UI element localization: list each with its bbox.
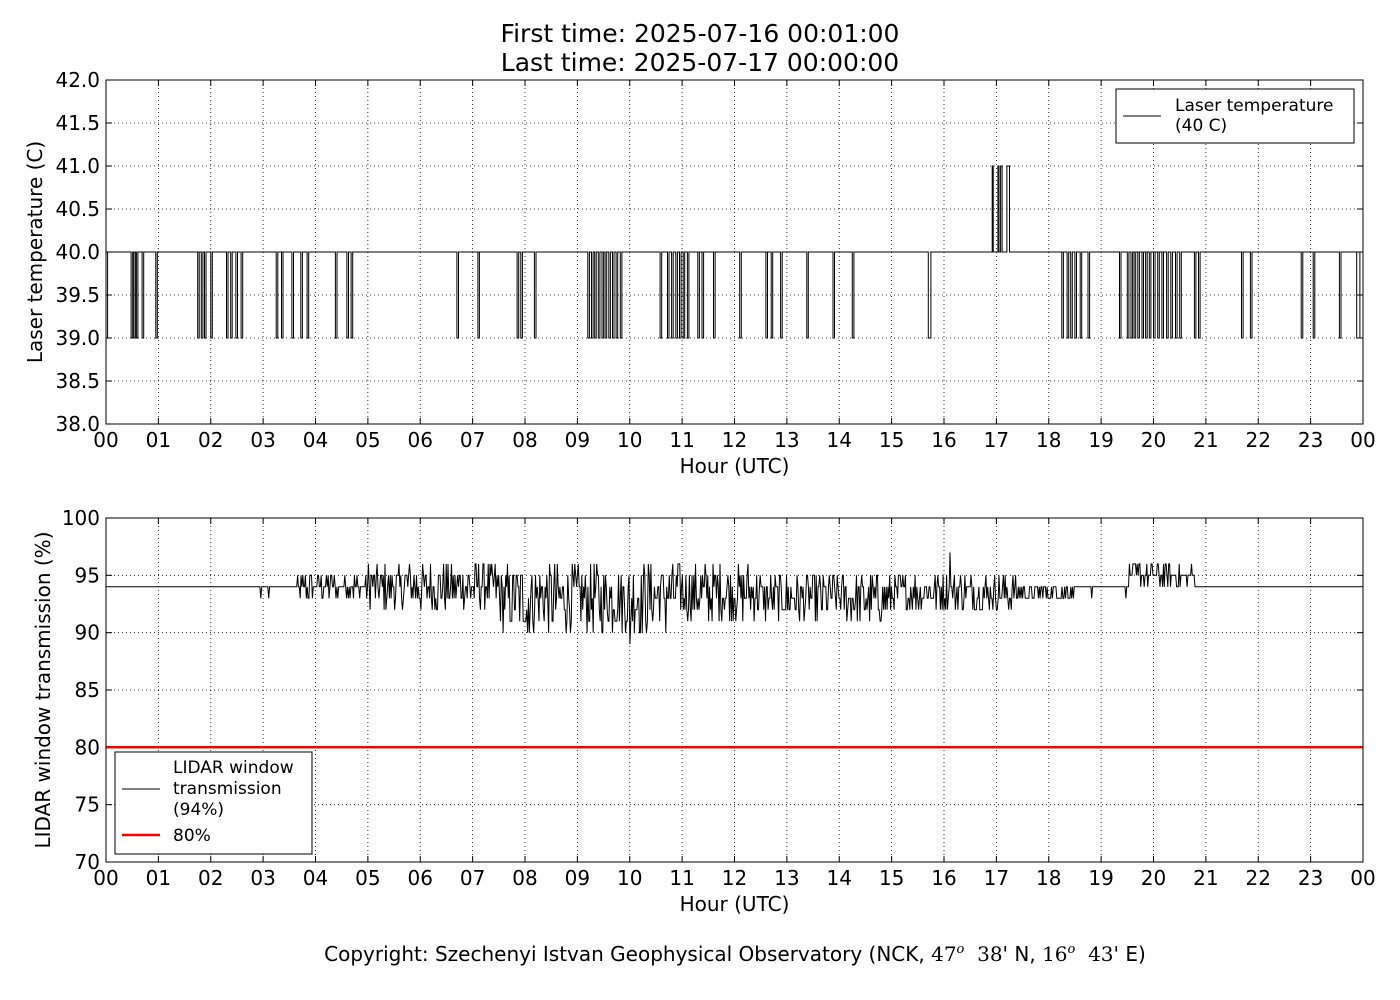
x-tick-label: 23 <box>1298 866 1323 890</box>
y-tick-label: 38.5 <box>55 369 100 393</box>
x-tick-label: 22 <box>1246 866 1271 890</box>
x-tick-label: 18 <box>1036 428 1061 452</box>
x-tick-label: 10 <box>617 866 642 890</box>
y-tick-label: 90 <box>75 621 100 645</box>
x-tick-label: 00 <box>93 866 118 890</box>
x-tick-label: 12 <box>722 428 747 452</box>
x-tick-label: 09 <box>565 428 590 452</box>
y-tick-label: 42.0 <box>55 68 100 92</box>
y-tick-label: 40.5 <box>55 197 100 221</box>
legend-label: (94%) <box>173 800 224 820</box>
x-tick-label: 07 <box>460 428 485 452</box>
legend-label: Laser temperature <box>1175 96 1333 116</box>
x-tick-label: 13 <box>774 428 799 452</box>
x-tick-label: 07 <box>460 866 485 890</box>
y-tick-label: 40.0 <box>55 240 100 264</box>
x-tick-label: 00 <box>1350 428 1375 452</box>
y-axis-title: Laser temperature (C) <box>23 141 47 363</box>
x-axis-title: Hour (UTC) <box>680 454 790 478</box>
y-tick-label: 70 <box>75 850 100 874</box>
x-tick-label: 09 <box>565 866 590 890</box>
legend-label: LIDAR window <box>173 758 294 778</box>
figure-title-last-time: Last time: 2025-07-17 00:00:00 <box>500 48 900 77</box>
figure-title-first-time: First time: 2025-07-16 00:01:00 <box>500 19 900 48</box>
longitude-hemisphere: ' E) <box>1113 942 1146 966</box>
chart-panel-2: 00 01 02 03 04 05 06 07 08 09 10 11 12 13 14 15 16 17 18 19… <box>31 506 1376 916</box>
y-tick-label: 75 <box>75 793 100 817</box>
x-tick-label: 18 <box>1036 866 1061 890</box>
legend-label: (40 C) <box>1175 116 1227 136</box>
plot-frame <box>105 79 1364 425</box>
y-tick-label: 85 <box>75 678 100 702</box>
x-tick-label: 21 <box>1193 866 1218 890</box>
legend-label: 80% <box>173 826 211 846</box>
y-tick-label: 39.5 <box>55 283 100 307</box>
x-tick-label: 06 <box>408 428 433 452</box>
y-tick-label: 38.0 <box>55 412 100 436</box>
longitude-degrees: 16 <box>1042 942 1068 966</box>
plot-frame <box>105 517 1364 863</box>
legend-label: transmission <box>173 779 282 799</box>
x-tick-label: 01 <box>146 866 171 890</box>
x-tick-label: 12 <box>722 866 747 890</box>
x-tick-label: 03 <box>250 428 275 452</box>
x-tick-label: 21 <box>1193 428 1218 452</box>
x-tick-label: 08 <box>512 428 537 452</box>
x-tick-label: 14 <box>827 428 852 452</box>
y-tick-label: 95 <box>75 563 100 587</box>
x-tick-label: 15 <box>879 866 904 890</box>
x-tick-label: 16 <box>931 866 956 890</box>
y-tick-label: 41.0 <box>55 154 100 178</box>
x-tick-label: 05 <box>355 866 380 890</box>
x-tick-label: 23 <box>1298 428 1323 452</box>
x-tick-label: 08 <box>512 866 537 890</box>
series-line-1 <box>106 552 1363 645</box>
x-tick-label: 05 <box>355 428 380 452</box>
x-axis-title: Hour (UTC) <box>680 892 790 916</box>
x-tick-label: 14 <box>827 866 852 890</box>
x-tick-label: 01 <box>146 428 171 452</box>
x-tick-label: 02 <box>198 428 223 452</box>
x-tick-label: 00 <box>93 428 118 452</box>
latitude-degrees: 47 <box>931 942 957 966</box>
chart-panel-1: 00 01 02 03 04 05 06 07 08 09 10 11 12 13 14 15 16 17 18 19… <box>23 68 1376 478</box>
x-tick-label: 11 <box>669 866 694 890</box>
x-tick-label: 10 <box>617 428 642 452</box>
copyright-text: Copyright: Szechenyi Istvan Geophysical … <box>324 942 932 966</box>
x-tick-label: 11 <box>669 428 694 452</box>
longitude-degree-mark: o <box>1067 942 1076 957</box>
x-tick-label: 15 <box>879 428 904 452</box>
y-tick-label: 39.0 <box>55 326 100 350</box>
x-tick-label: 16 <box>931 428 956 452</box>
latitude-degree-mark: o <box>956 942 965 957</box>
legend-box <box>114 751 313 855</box>
longitude-minutes: 43 <box>1088 942 1114 966</box>
latitude-hemisphere: ' N, <box>1002 942 1043 966</box>
y-tick-label: 80 <box>75 735 100 759</box>
x-tick-label: 20 <box>1141 866 1166 890</box>
x-tick-label: 13 <box>774 866 799 890</box>
y-tick-label: 100 <box>62 506 100 530</box>
x-tick-label: 00 <box>1350 866 1375 890</box>
x-tick-label: 04 <box>303 866 328 890</box>
y-tick-label: 41.5 <box>55 111 100 135</box>
latitude-minutes: 38 <box>977 942 1003 966</box>
series-line-1 <box>106 165 1363 339</box>
x-tick-label: 17 <box>984 428 1009 452</box>
x-tick-label: 03 <box>250 866 275 890</box>
x-tick-label: 17 <box>984 866 1009 890</box>
x-tick-label: 06 <box>408 866 433 890</box>
x-tick-label: 20 <box>1141 428 1166 452</box>
copyright-caption: Copyright: Szechenyi Istvan Geophysical … <box>0 938 1400 966</box>
x-tick-label: 19 <box>1088 428 1113 452</box>
y-axis-title: LIDAR window transmission (%) <box>31 532 55 849</box>
x-tick-label: 19 <box>1088 866 1113 890</box>
x-tick-label: 04 <box>303 428 328 452</box>
x-tick-label: 22 <box>1246 428 1271 452</box>
legend: Laser temperature(40 C) <box>1115 88 1355 144</box>
x-tick-label: 02 <box>198 866 223 890</box>
